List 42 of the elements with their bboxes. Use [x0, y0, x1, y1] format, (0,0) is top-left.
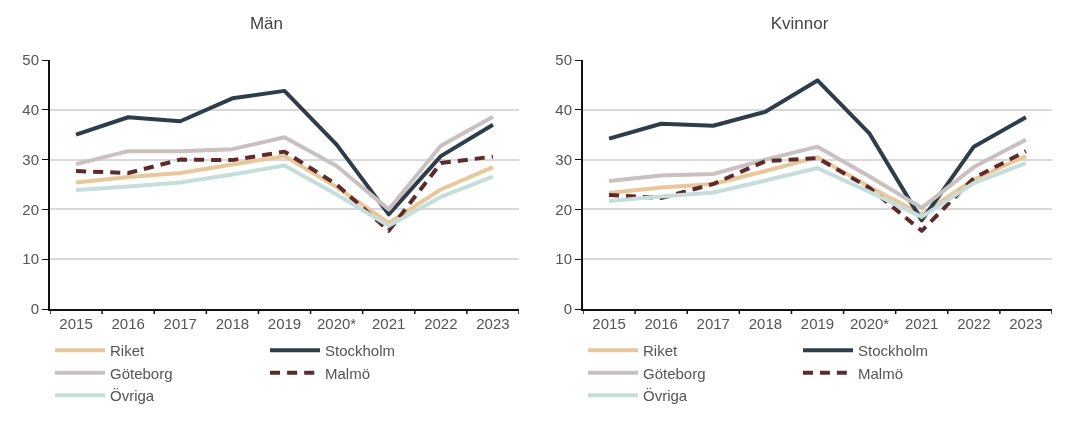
legend-label: Göteborg [110, 364, 173, 382]
x-tick-label: 2015 [59, 315, 93, 332]
x-tick-label: 2023 [476, 315, 510, 332]
x-tick-label: 2020* [850, 315, 890, 332]
y-tick-label: 50 [22, 51, 39, 69]
y-tick-label: 30 [555, 150, 572, 168]
x-tick-label: 2019 [267, 315, 302, 332]
legend-label: Övriga [643, 387, 688, 404]
x-tick-label: 2021 [372, 315, 406, 332]
x-tick-label: 2023 [1009, 315, 1043, 332]
y-tick-label: 40 [22, 101, 39, 119]
y-tick-label: 10 [555, 250, 572, 268]
y-tick-label: 0 [563, 300, 572, 318]
x-tick-label: 2016 [644, 315, 678, 332]
legend-label: Malmö [325, 364, 371, 382]
chart-title: Kvinnor [770, 13, 829, 33]
legend-label: Riket [110, 342, 146, 359]
x-tick-label: 2020* [317, 315, 357, 332]
legend-label: Riket [643, 342, 679, 359]
x-tick-label: 2019 [800, 315, 835, 332]
y-tick-label: 30 [22, 150, 39, 168]
y-tick-label: 40 [555, 101, 572, 119]
x-tick-label: 2022 [957, 315, 991, 332]
chart-title: Män [249, 13, 284, 33]
legend-label: Stockholm [858, 342, 929, 359]
x-tick-label: 2022 [424, 315, 458, 332]
y-tick-label: 50 [555, 51, 572, 69]
y-tick-label: 20 [22, 200, 39, 218]
legend-label: Stockholm [325, 342, 396, 359]
x-tick-label: 2015 [592, 315, 626, 332]
y-tick-label: 10 [22, 250, 39, 268]
x-tick-label: 2017 [163, 315, 197, 332]
x-tick-label: 2018 [748, 315, 783, 332]
x-tick-label: 2018 [215, 315, 250, 332]
legend-label: Malmö [858, 364, 904, 382]
legend-label: Göteborg [643, 364, 706, 382]
x-tick-label: 2017 [696, 315, 730, 332]
legend-label: Övriga [110, 387, 155, 404]
x-tick-label: 2016 [111, 315, 145, 332]
y-tick-label: 20 [555, 200, 572, 218]
y-tick-label: 0 [30, 300, 39, 318]
x-tick-label: 2021 [905, 315, 939, 332]
